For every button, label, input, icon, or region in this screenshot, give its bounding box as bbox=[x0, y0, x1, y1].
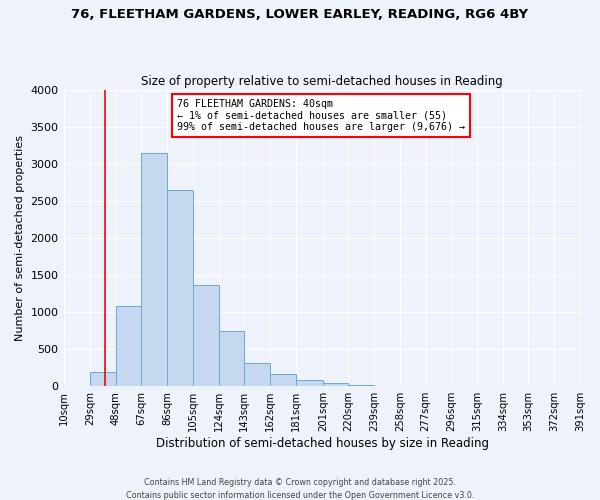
Bar bbox=[244, 363, 270, 386]
Bar bbox=[270, 374, 296, 386]
Bar bbox=[116, 306, 142, 386]
Bar bbox=[218, 330, 244, 386]
Bar bbox=[142, 152, 167, 386]
Bar bbox=[296, 380, 323, 386]
Bar bbox=[323, 382, 349, 386]
Bar bbox=[90, 372, 116, 386]
Bar bbox=[349, 385, 374, 386]
Text: Contains HM Land Registry data © Crown copyright and database right 2025.
Contai: Contains HM Land Registry data © Crown c… bbox=[126, 478, 474, 500]
Text: 76, FLEETHAM GARDENS, LOWER EARLEY, READING, RG6 4BY: 76, FLEETHAM GARDENS, LOWER EARLEY, READ… bbox=[71, 8, 529, 20]
Text: 76 FLEETHAM GARDENS: 40sqm
← 1% of semi-detached houses are smaller (55)
99% of : 76 FLEETHAM GARDENS: 40sqm ← 1% of semi-… bbox=[177, 98, 465, 132]
Title: Size of property relative to semi-detached houses in Reading: Size of property relative to semi-detach… bbox=[141, 76, 503, 88]
Bar bbox=[167, 190, 193, 386]
Bar bbox=[193, 286, 218, 386]
Y-axis label: Number of semi-detached properties: Number of semi-detached properties bbox=[15, 135, 25, 341]
X-axis label: Distribution of semi-detached houses by size in Reading: Distribution of semi-detached houses by … bbox=[155, 437, 488, 450]
